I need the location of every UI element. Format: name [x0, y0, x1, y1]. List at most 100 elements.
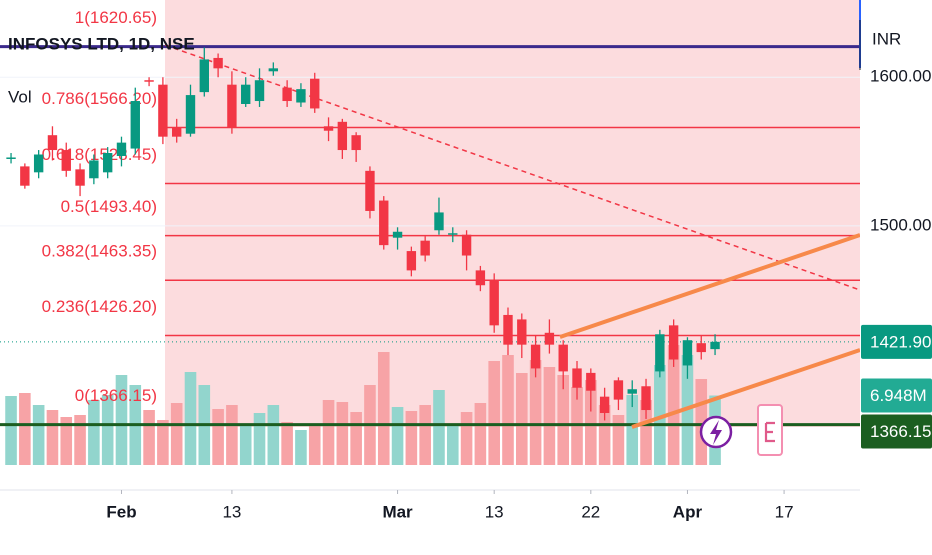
volume-bar — [101, 395, 114, 465]
candle-body — [406, 251, 417, 271]
candle-body — [296, 89, 306, 103]
candle-body — [489, 280, 499, 326]
candle-body — [682, 340, 693, 366]
volume-bar — [446, 425, 459, 465]
candle-body — [627, 389, 637, 394]
candle-body — [434, 212, 444, 231]
candle-body — [365, 170, 375, 211]
candle-body — [33, 154, 44, 173]
volume-bar — [88, 400, 100, 465]
volume-bar — [170, 403, 183, 465]
volume-bar — [419, 405, 431, 465]
volume-bar — [239, 425, 252, 465]
candle-body — [558, 344, 568, 372]
volume-bar — [60, 417, 73, 465]
candle-body — [254, 80, 265, 102]
price-tag-label: 1421.90 — [870, 332, 931, 351]
price-tag-label: 1366.15 — [870, 422, 931, 441]
volume-bar — [115, 375, 128, 465]
volume-bar — [640, 400, 652, 465]
candle-body — [102, 153, 113, 173]
candle-body — [199, 59, 209, 93]
candle-body — [213, 57, 223, 69]
candle-body — [241, 84, 251, 104]
earnings-box[interactable] — [757, 404, 783, 456]
volume-bar — [433, 390, 445, 465]
candle-body — [696, 343, 706, 353]
candle-body — [710, 341, 720, 350]
candle-body — [337, 121, 348, 151]
candle-body — [61, 150, 71, 171]
earnings-letter — [764, 421, 775, 443]
candle-body — [392, 231, 403, 238]
axes: 1500.00 1600.00 Feb 13 Mar 13 22 Apr 17 1421.90 6.… — [106, 67, 932, 521]
candle-body — [475, 270, 486, 286]
candle-body — [185, 95, 196, 134]
candle-body — [668, 325, 679, 360]
price-axis — [860, 0, 932, 550]
candle-body — [641, 386, 651, 411]
x-tick-label: Mar — [382, 502, 413, 521]
candle-body — [655, 334, 665, 372]
candle-body — [89, 160, 99, 179]
volume-legend: Vol — [8, 87, 32, 106]
volume-bar — [557, 375, 570, 465]
candle-body — [116, 142, 127, 156]
chart-title: INFOSYS LTD, 1D, NSE — [8, 34, 195, 53]
x-tick-label: 17 — [775, 502, 794, 521]
volume-bar — [502, 355, 514, 465]
volume-bar — [695, 379, 708, 465]
volume-bar — [19, 393, 31, 465]
candle-body — [530, 344, 541, 369]
volume-bar — [157, 420, 169, 465]
fib-label: 0(1366.15) — [75, 386, 157, 405]
volume-bar — [377, 352, 390, 465]
volume-bar — [212, 409, 224, 465]
volume-bar — [350, 412, 362, 465]
trend-line — [164, 44, 861, 291]
candle-body — [586, 372, 596, 391]
candle-body — [172, 127, 182, 137]
volume-bar — [667, 345, 680, 465]
volume-bar — [405, 411, 418, 465]
fib-label: 0.382(1463.35) — [42, 242, 157, 261]
candle-body — [379, 200, 389, 246]
volume-bar — [543, 367, 556, 465]
candle-body — [351, 135, 361, 151]
fib-label: 0.236(1426.20) — [42, 297, 157, 316]
candle-body — [47, 135, 58, 151]
lightning-icon — [710, 420, 722, 445]
fib-label: 0.5(1493.40) — [61, 197, 157, 216]
price-tag — [861, 414, 932, 449]
candle-body — [599, 396, 610, 414]
candle-body — [20, 166, 30, 186]
volume-bar — [46, 410, 59, 465]
volume-bar — [5, 396, 17, 465]
volume-bar — [626, 395, 639, 465]
volume-bar — [184, 372, 197, 465]
candle-body — [517, 319, 527, 345]
volume-bar — [460, 412, 473, 465]
earnings-icon[interactable] — [757, 404, 783, 456]
candle-body — [503, 314, 513, 345]
volume-bar — [391, 407, 404, 465]
volume-bar — [281, 422, 293, 465]
channel-line — [631, 348, 861, 429]
grid — [0, 76, 860, 227]
candle-body — [461, 234, 472, 256]
candle-body — [268, 68, 279, 72]
candle-body — [310, 78, 320, 109]
volume-bar — [488, 361, 500, 465]
volume-bar — [32, 405, 45, 465]
volume-bar — [253, 413, 266, 465]
volume-bar — [585, 380, 597, 465]
event-icon[interactable] — [699, 415, 733, 449]
candle-body — [323, 126, 334, 131]
price-tag-label: 6.948M — [870, 386, 927, 405]
x-tick-label: 13 — [222, 502, 241, 521]
volume-bar — [226, 405, 238, 465]
volume-bar — [322, 400, 335, 465]
candle-body — [227, 84, 237, 128]
